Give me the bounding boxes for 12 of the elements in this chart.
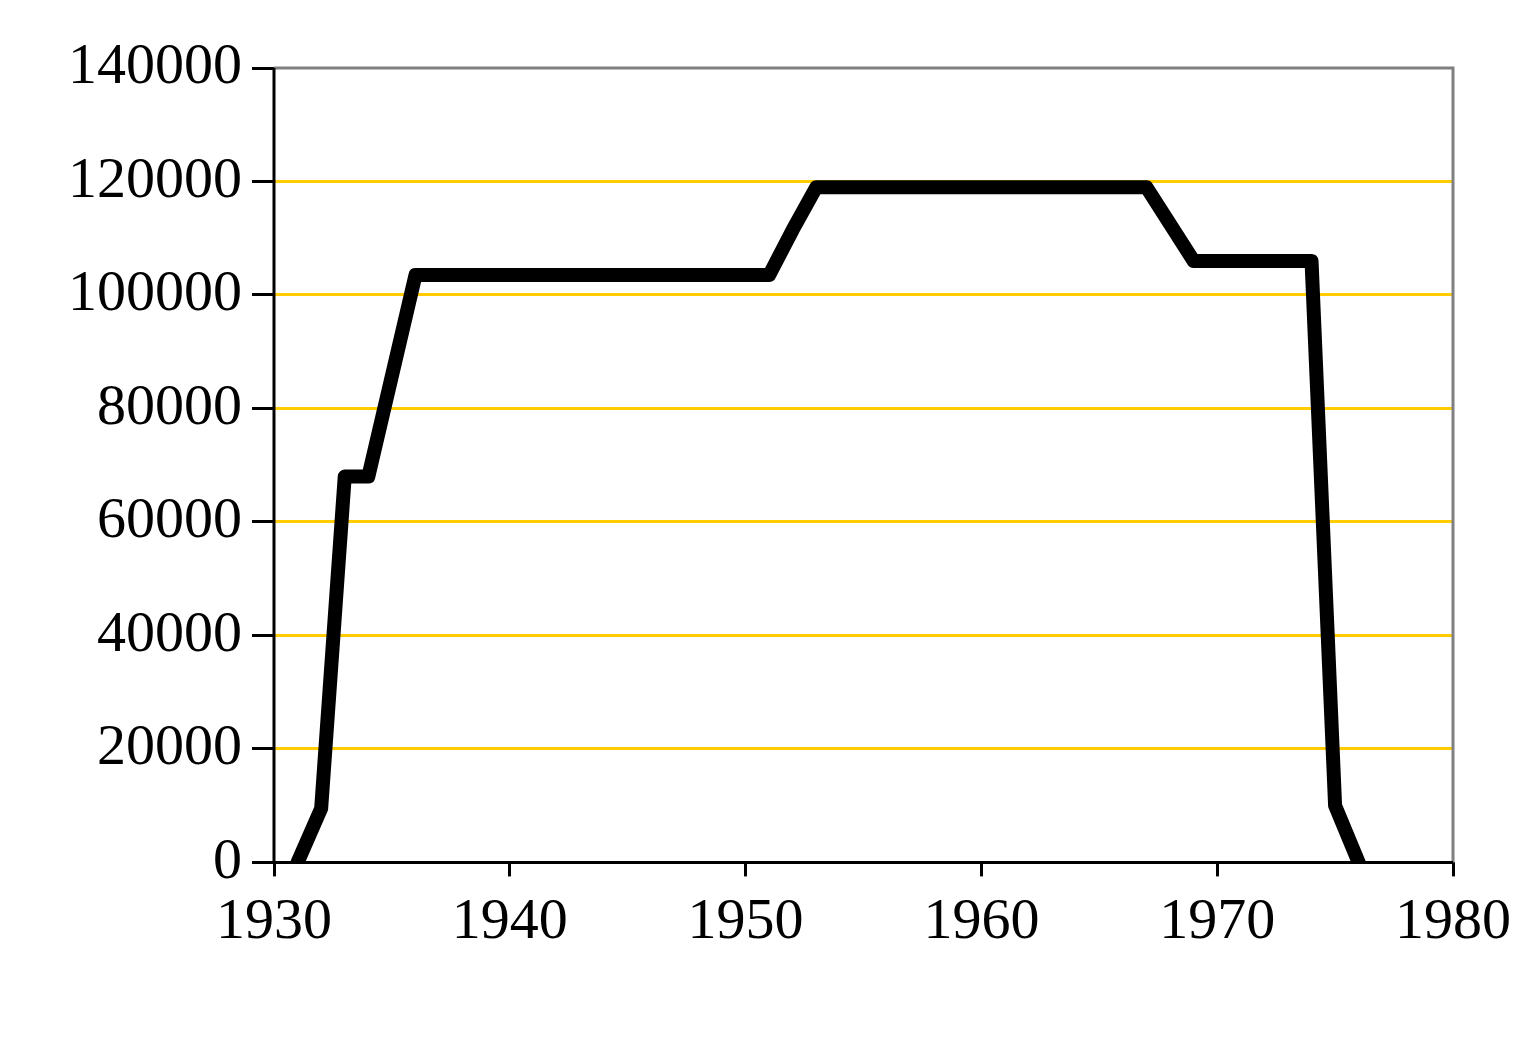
x-tick-label: 1980 bbox=[1395, 886, 1511, 952]
y-tick-label: 20000 bbox=[97, 712, 242, 778]
x-tick-label: 1960 bbox=[923, 886, 1040, 952]
x-tick-label: 1970 bbox=[1159, 886, 1276, 952]
y-tick-label: 60000 bbox=[97, 485, 242, 551]
x-tick-label: 1940 bbox=[451, 886, 568, 952]
y-tick-label: 40000 bbox=[97, 598, 242, 664]
y-tick-label: 100000 bbox=[68, 258, 242, 324]
y-tick-label: 120000 bbox=[68, 144, 242, 210]
x-tick-label: 1950 bbox=[687, 886, 804, 952]
y-tick-label: 140000 bbox=[68, 31, 242, 97]
y-tick-label: 80000 bbox=[97, 371, 242, 437]
